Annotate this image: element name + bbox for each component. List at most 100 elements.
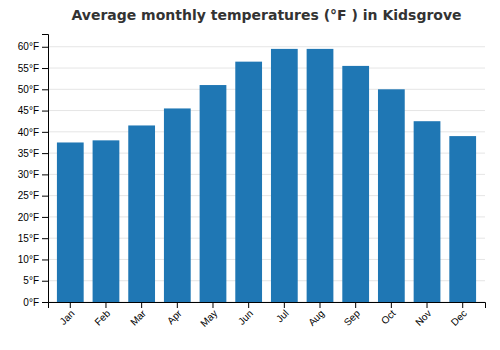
tick: 10°F: [18, 254, 48, 265]
tick-mark: [42, 89, 48, 90]
tick-mark: [42, 196, 48, 197]
tick-label: Jan: [57, 308, 76, 327]
tick: 50°F: [18, 84, 48, 95]
tick-label: 0°F: [23, 297, 39, 308]
tick-mark: [42, 111, 48, 112]
tick-label: Dec: [449, 308, 469, 328]
tick: Oct: [379, 302, 398, 326]
tick-label: Aug: [306, 308, 326, 328]
tick-label: 5°F: [23, 275, 39, 286]
bars: [57, 49, 476, 302]
tick-label: 35°F: [18, 148, 39, 159]
tick-mark: [42, 174, 48, 175]
tick: 55°F: [18, 63, 48, 74]
tick-label: Sep: [342, 307, 363, 328]
tick-label: Mar: [128, 307, 148, 327]
tick: 45°F: [18, 105, 48, 116]
tick-mark: [141, 302, 142, 308]
tick-label: 10°F: [18, 254, 39, 265]
tick-label: 55°F: [18, 63, 39, 74]
tick-mark: [105, 302, 106, 308]
tick-label: 50°F: [18, 84, 39, 95]
tick-label: 60°F: [18, 41, 39, 52]
tick-label: May: [198, 308, 219, 329]
tick: 15°F: [18, 233, 48, 244]
tick-label: 25°F: [18, 190, 39, 201]
tick: Jun: [236, 302, 255, 327]
bar: [200, 85, 227, 302]
bar: [342, 66, 369, 302]
tick-mark: [42, 281, 48, 282]
tick-mark: [42, 153, 48, 154]
tick-mark: [320, 302, 321, 308]
tick-mark: [42, 132, 48, 133]
tick: Jul: [274, 302, 291, 324]
tick-mark: [248, 302, 249, 308]
tick-mark: [427, 302, 428, 308]
axis-line: [42, 35, 49, 303]
tick: 30°F: [18, 169, 48, 180]
bar: [307, 49, 334, 302]
tick-label: 40°F: [18, 127, 39, 138]
plot: Jan Feb Mar Apr May Jun Jul Aug Sep Oct Nov Dec 0°F 5…: [18, 35, 486, 329]
tick-mark: [42, 259, 48, 260]
chart: Jan Feb Mar Apr May Jun Jul Aug Sep Oct Nov Dec 0°F 5…: [0, 0, 500, 350]
tick: May: [198, 302, 219, 329]
tick: Jan: [57, 302, 76, 327]
bar: [57, 142, 84, 302]
bar: [449, 136, 476, 302]
tick-label: 45°F: [18, 105, 39, 116]
axis-line: [49, 303, 486, 309]
tick-mark: [177, 302, 178, 308]
tick-label: 20°F: [18, 212, 39, 223]
tick-mark: [284, 302, 285, 308]
tick: Dec: [449, 302, 469, 328]
tick-mark: [391, 302, 392, 308]
tick-label: Apr: [165, 307, 184, 326]
bar: [128, 125, 155, 302]
title: Average monthly temperatures (°F ) in Ki…: [71, 7, 461, 23]
tick-mark: [42, 217, 48, 218]
grid: [48, 47, 485, 302]
tick-label: Jun: [236, 308, 255, 327]
tick-mark: [42, 238, 48, 239]
tick-mark: [42, 47, 48, 48]
tick: Nov: [413, 302, 433, 328]
tick-label: Feb: [92, 307, 112, 327]
tick: Apr: [165, 302, 184, 326]
bar: [93, 140, 120, 302]
tick: 0°F: [23, 297, 48, 308]
tick-label: Oct: [379, 308, 398, 327]
bar: [235, 62, 262, 302]
bar: [271, 49, 298, 302]
tick: 5°F: [23, 275, 48, 286]
tick-mark: [212, 302, 213, 308]
bar: [164, 108, 191, 302]
tick-mark: [42, 68, 48, 69]
bar: [378, 89, 405, 302]
tick: Feb: [92, 302, 112, 328]
grid-line: [48, 89, 485, 90]
tick: Mar: [128, 302, 148, 328]
y-axis: 0°F 5°F 10°F 15°F 20°F 25°F 30°F 35°F 40°F 45°F 50…: [18, 35, 49, 308]
tick-label: Nov: [413, 308, 433, 328]
tick: 35°F: [18, 148, 48, 159]
grid-line: [48, 110, 485, 111]
tick: 40°F: [18, 127, 48, 138]
tick-mark: [42, 302, 48, 303]
tick: 20°F: [18, 212, 48, 223]
tick-label: 15°F: [18, 233, 39, 244]
tick-label: Jul: [274, 308, 291, 325]
tick: 25°F: [18, 190, 48, 201]
tick-mark: [462, 302, 463, 308]
x-axis: Jan Feb Mar Apr May Jun Jul Aug Sep Oct Nov Dec: [49, 302, 486, 329]
tick-mark: [355, 302, 356, 308]
tick: 60°F: [18, 41, 48, 52]
tick: Sep: [342, 302, 363, 328]
tick-label: 30°F: [18, 169, 39, 180]
grid-line: [48, 46, 485, 47]
grid-line: [48, 68, 485, 69]
tick-mark: [70, 302, 71, 308]
tick: Aug: [306, 302, 326, 328]
bar: [414, 121, 441, 302]
